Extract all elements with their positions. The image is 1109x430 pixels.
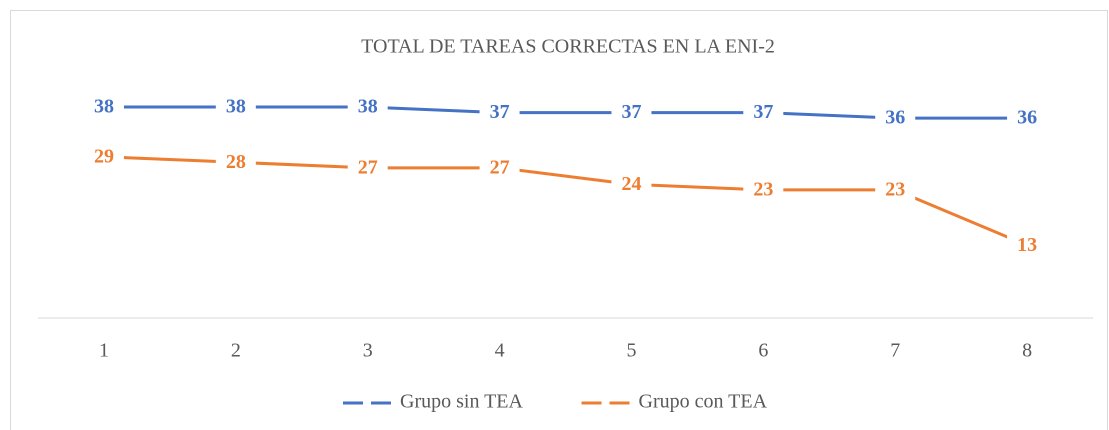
data-label-bg	[1007, 233, 1048, 256]
data-label: 29	[94, 145, 114, 167]
data-label: 23	[885, 179, 905, 201]
series-line	[103, 155, 1028, 247]
x-tick-label: 8	[1022, 340, 1032, 362]
legend-label: Grupo con TEA	[639, 391, 768, 413]
data-label: 36	[885, 107, 905, 129]
data-label: 27	[490, 156, 510, 178]
data-label: 37	[621, 101, 641, 123]
data-label: 38	[226, 96, 246, 118]
chart-border	[10, 10, 1108, 430]
data-label: 24	[621, 173, 641, 195]
data-label-bg	[611, 172, 652, 195]
legend-label: Grupo sin TEA	[400, 391, 524, 413]
data-label-bg	[875, 178, 916, 201]
data-label: 38	[94, 96, 114, 118]
data-label: 28	[226, 151, 246, 173]
data-label-bg	[347, 156, 388, 179]
data-label-bg	[83, 95, 124, 118]
data-label-bg	[611, 101, 652, 124]
series-line	[103, 105, 1028, 120]
data-label-bg	[83, 145, 124, 168]
data-label-bg	[347, 95, 388, 118]
data-label: 38	[358, 96, 378, 118]
data-label: 37	[753, 101, 773, 123]
data-label: 27	[358, 156, 378, 178]
x-tick-label: 2	[231, 340, 241, 362]
data-label-bg	[215, 95, 256, 118]
x-tick-label: 5	[626, 340, 636, 362]
chart-title: TOTAL DE TAREAS CORRECTAS EN LA ENI-2	[361, 36, 775, 58]
data-label-bg	[743, 101, 784, 124]
x-tick-label: 4	[495, 340, 505, 362]
data-label-bg	[479, 156, 520, 179]
data-label-bg	[743, 178, 784, 201]
data-label-bg	[875, 106, 916, 129]
data-label: 36	[1017, 107, 1037, 129]
data-label-bg	[1007, 106, 1048, 129]
x-tick-label: 6	[758, 340, 768, 362]
data-label: 37	[490, 101, 510, 123]
x-tick-label: 7	[890, 340, 900, 362]
x-tick-label: 1	[99, 340, 109, 362]
x-tick-label: 3	[363, 340, 373, 362]
data-label-bg	[215, 150, 256, 173]
data-label: 13	[1017, 234, 1037, 256]
data-label: 23	[753, 179, 773, 201]
data-label-bg	[479, 101, 520, 124]
